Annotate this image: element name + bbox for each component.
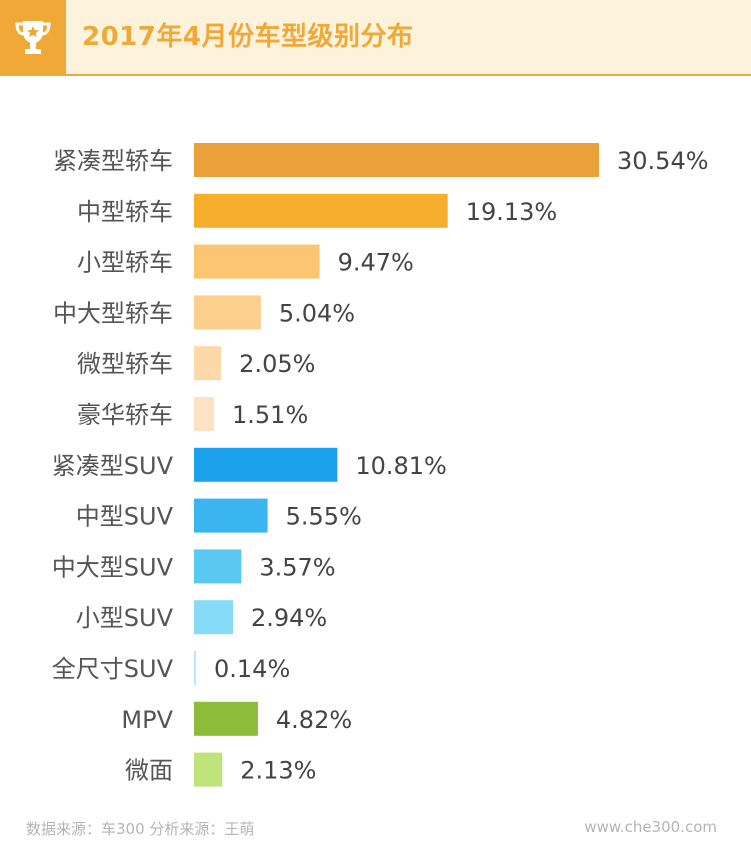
bar: [194, 346, 222, 381]
bar: [194, 193, 448, 228]
bar: [194, 752, 223, 787]
data-label: 9.47%: [338, 249, 414, 277]
category-label: 中型轿车: [77, 198, 173, 226]
data-label: 30.54%: [617, 147, 709, 175]
data-label: 2.05%: [239, 350, 315, 378]
category-label: 豪华轿车: [77, 401, 173, 429]
bar: [194, 295, 261, 330]
data-label: 10.81%: [355, 452, 447, 480]
data-label: 0.14%: [214, 655, 290, 683]
header-icon-box: [0, 0, 66, 76]
category-label: 紧凑型SUV: [52, 452, 174, 480]
data-label: 2.13%: [240, 757, 316, 785]
category-label: 中大型轿车: [53, 299, 173, 327]
trophy-icon: [15, 21, 51, 54]
page-title: 2017年4月份车型级别分布: [82, 22, 414, 52]
category-label: 小型SUV: [76, 604, 174, 632]
bar: [194, 397, 215, 431]
category-label: MPV: [121, 706, 173, 734]
category-label: 中大型SUV: [52, 553, 174, 581]
data-source: 数据来源：车300 分析来源：王萌: [26, 820, 255, 838]
bar: [194, 244, 320, 279]
bar-chart: 紧凑型轿车 30.54% 中型轿车 19.13% 小型轿车 9.47% 中大型轿车 5.04%…: [52, 143, 709, 787]
category-label: 全尺寸SUV: [52, 655, 174, 683]
category-label: 中型SUV: [76, 503, 174, 531]
bar: [194, 651, 196, 685]
site-url: www.che300.com: [584, 818, 717, 836]
data-label: 2.94%: [251, 604, 327, 632]
data-label: 5.55%: [286, 503, 362, 531]
bar: [194, 600, 233, 635]
data-label: 4.82%: [276, 706, 352, 734]
data-label: 19.13%: [466, 198, 558, 226]
bar: [194, 447, 338, 482]
category-label: 微面: [125, 757, 173, 785]
bar: [194, 549, 242, 584]
category-label: 紧凑型轿车: [53, 147, 173, 175]
data-label: 3.57%: [259, 553, 335, 581]
category-label: 微型轿车: [77, 350, 173, 378]
data-label: 5.04%: [279, 299, 355, 327]
bar: [194, 701, 258, 736]
header: 2017年4月份车型级别分布: [0, 0, 751, 76]
data-label: 1.51%: [232, 401, 308, 429]
bar: [194, 143, 599, 177]
category-label: 小型轿车: [77, 249, 173, 277]
header-title-box: [66, 0, 751, 76]
bar: [194, 498, 268, 533]
